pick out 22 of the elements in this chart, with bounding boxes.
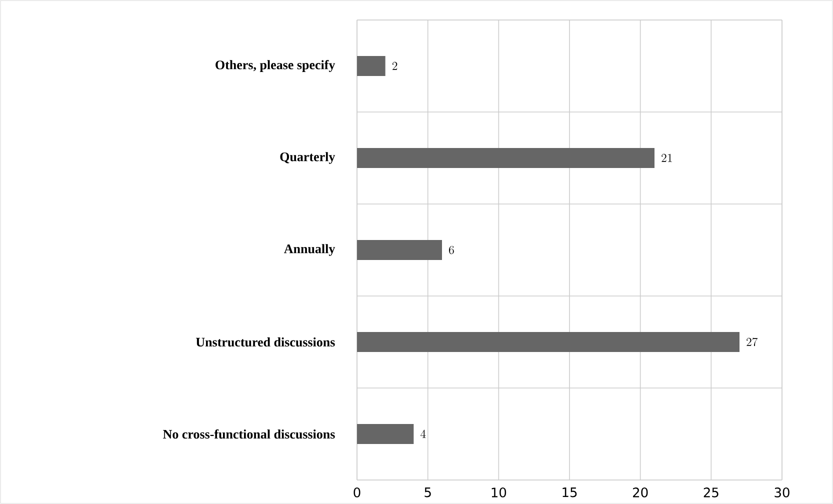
data-label: 21 [662,154,672,162]
x-tick-label: 15 [562,488,577,498]
bar [357,240,442,260]
data-label: 6 [449,246,454,254]
bar [357,148,654,168]
x-tick-label: 25 [704,488,718,498]
y-tick-label: Quarterly [280,152,336,164]
x-tick-label: 30 [774,488,790,498]
y-tick-label: Unstructured discussions [196,337,335,347]
bar [357,332,740,352]
x-tick-label: 0 [354,488,360,498]
y-tick-label: No cross-functional discussions [163,429,335,439]
data-label: 4 [420,430,426,438]
data-label: 2 [392,62,398,70]
bar [357,424,414,444]
x-tick-label: 5 [424,488,431,498]
bar [357,56,386,76]
x-tick-label: 10 [492,488,506,498]
y-tick-label: Others, please specify [216,60,336,72]
x-tick-label: 20 [633,488,648,498]
y-tick-label: Annually [284,244,336,256]
data-label: 27 [746,338,758,346]
